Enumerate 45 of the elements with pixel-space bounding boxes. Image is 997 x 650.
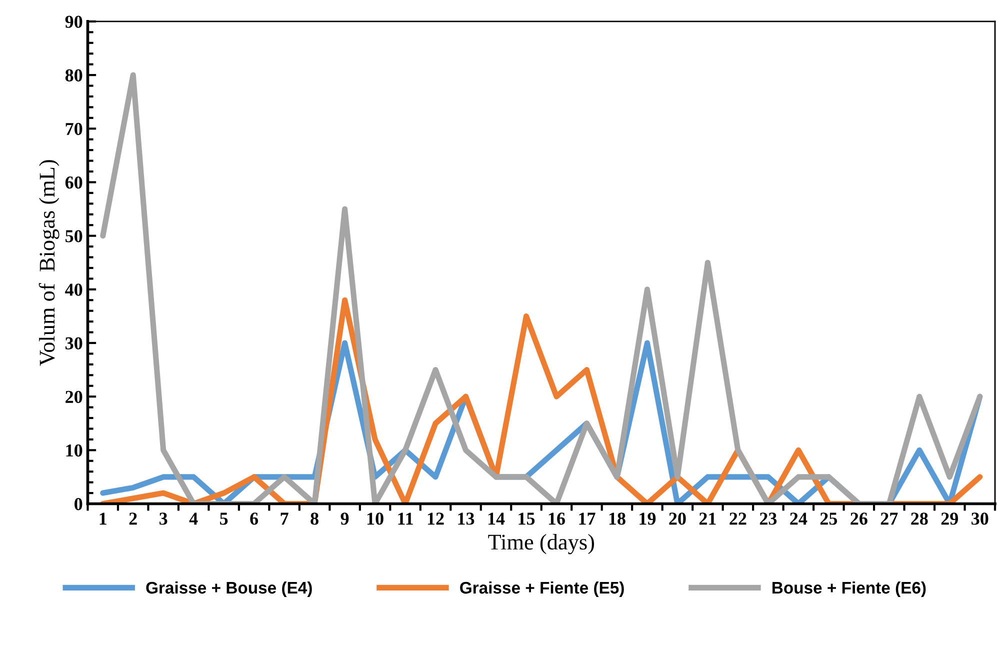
x-tick-label: 5 (220, 512, 228, 525)
x-tick-label: 2 (129, 512, 137, 525)
y-tick-label: 70 (66, 122, 82, 136)
x-tick-label: 17 (579, 512, 596, 525)
x-tick-label: 7 (280, 512, 288, 525)
x-tick-label: 14 (488, 512, 505, 525)
y-tick-label: 60 (65, 176, 82, 189)
y-tick-label: 80 (65, 69, 82, 82)
x-tick-label: 12 (428, 512, 444, 525)
y-tick-label: 0 (74, 498, 82, 510)
y-tick-label: 40 (65, 284, 82, 296)
x-tick-label: 9 (340, 512, 349, 525)
x-tick-label: 3 (160, 512, 168, 525)
x-tick-label: 1 (100, 512, 106, 525)
x-tick-label: 11 (398, 512, 413, 525)
y-tick-label: 90 (65, 16, 82, 28)
legend-label: Graisse + Fiente (E5) (460, 581, 624, 597)
x-tick-label: 13 (458, 512, 474, 525)
legend-label: Graisse + Bouse (E4) (146, 581, 312, 597)
x-tick-label: 28 (911, 512, 928, 525)
legend-label: Bouse + Fiente (E6) (772, 581, 926, 597)
x-tick-label: 20 (669, 512, 686, 525)
x-tick-label: 4 (189, 512, 198, 525)
x-tick-label: 8 (310, 512, 318, 525)
y-tick-label: 10 (66, 444, 82, 457)
y-tick-label: 20 (66, 390, 82, 404)
x-tick-label: 22 (730, 512, 746, 525)
x-axis-title: Time (days) (488, 534, 594, 554)
x-tick-label: 25 (820, 512, 838, 525)
x-tick-label: 27 (880, 512, 898, 525)
x-tick-label: 21 (699, 512, 716, 525)
x-tick-label: 18 (609, 512, 626, 525)
x-tick-label: 24 (790, 512, 808, 525)
x-tick-label: 29 (941, 512, 958, 525)
x-tick-label: 26 (850, 512, 868, 525)
y-tick-label: 30 (66, 337, 82, 350)
y-axis-title: Volum of Biogas (mL) (38, 160, 60, 366)
x-tick-label: 23 (760, 512, 777, 525)
x-tick-label: 15 (518, 512, 535, 525)
y-tick-label: 50 (66, 230, 82, 242)
x-tick-label: 30 (972, 512, 988, 525)
x-tick-label: 16 (548, 512, 565, 525)
x-tick-label: 6 (250, 512, 258, 525)
x-tick-label: 19 (640, 512, 656, 525)
x-tick-label: 10 (367, 512, 384, 525)
